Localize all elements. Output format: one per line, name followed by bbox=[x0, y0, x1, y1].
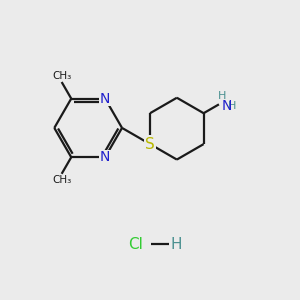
Text: H: H bbox=[171, 237, 182, 252]
Text: N: N bbox=[221, 99, 232, 113]
Text: Cl: Cl bbox=[128, 237, 143, 252]
Text: CH₃: CH₃ bbox=[52, 175, 71, 185]
Text: CH₃: CH₃ bbox=[52, 70, 71, 80]
Text: S: S bbox=[145, 136, 155, 152]
Text: N: N bbox=[100, 150, 110, 164]
Text: H: H bbox=[228, 101, 236, 111]
Text: N: N bbox=[100, 92, 110, 106]
Text: H: H bbox=[218, 92, 226, 101]
